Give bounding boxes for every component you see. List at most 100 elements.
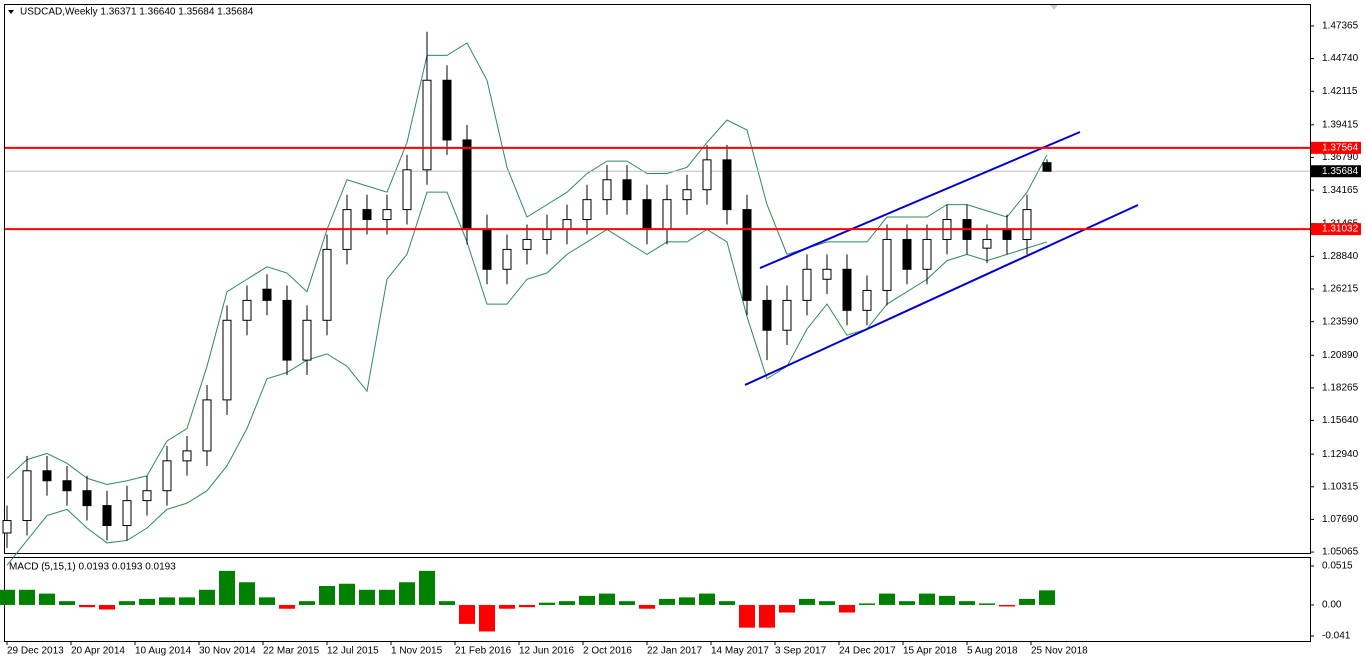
macd-bar	[39, 593, 55, 605]
candle-body	[322, 248, 332, 321]
macd-bar	[279, 604, 295, 609]
candle-body	[1042, 162, 1052, 172]
candle-body	[602, 179, 612, 201]
level-label: 1.37564	[1322, 142, 1359, 153]
candle-body	[302, 319, 312, 361]
level-label-box	[1311, 223, 1361, 236]
candle-body	[442, 79, 452, 141]
price-panel	[4, 4, 1311, 554]
candle-body	[562, 219, 572, 230]
candle-body	[482, 228, 492, 270]
candle-body	[762, 299, 772, 331]
macd-bar	[839, 604, 855, 613]
x-tick-label: 5 Aug 2018	[967, 646, 1018, 657]
candle-body	[662, 199, 672, 230]
candle-body	[182, 450, 192, 462]
candle-body	[402, 169, 412, 211]
level-label-box	[1311, 141, 1361, 154]
macd-bar	[239, 582, 255, 605]
macd-bar	[819, 601, 835, 605]
candle-body	[782, 299, 792, 331]
macd-bar	[1019, 598, 1035, 605]
candle-body	[702, 159, 712, 191]
menu-arrow[interactable]	[8, 10, 14, 14]
macd-bar	[759, 604, 775, 628]
x-tick-label: 14 May 2017	[711, 646, 769, 657]
candle-body	[682, 189, 692, 201]
candle-body	[502, 248, 512, 270]
macd-bar	[139, 598, 155, 605]
candle-body	[982, 238, 992, 249]
candle-body	[522, 238, 532, 250]
y-tick-label: 1.18265	[1322, 383, 1359, 394]
macd-bar	[539, 602, 555, 605]
candle-body	[242, 299, 252, 321]
y-tick-label: 1.15640	[1322, 415, 1359, 426]
x-tick-label: 3 Sep 2017	[775, 646, 827, 657]
chart-title: USDCAD,Weekly 1.36371 1.36640 1.35684 1.…	[20, 7, 254, 18]
price-label-box	[1311, 165, 1361, 178]
band-upper	[6, 42, 1048, 485]
candle-body	[22, 470, 32, 522]
candle-body	[922, 238, 932, 270]
candle-body	[862, 289, 872, 311]
candle-body	[882, 238, 892, 291]
macd-bar	[679, 597, 695, 605]
y-tick-label: 1.10315	[1322, 481, 1359, 492]
macd-bar	[939, 595, 955, 605]
candle-body	[822, 268, 832, 280]
macd-bar	[299, 601, 315, 605]
macd-bar	[899, 601, 915, 605]
candle-body	[142, 490, 152, 502]
macd-bar	[399, 582, 415, 605]
y-tick-label: 1.05065	[1322, 547, 1359, 558]
x-tick-label: 30 Nov 2014	[199, 646, 256, 657]
candle-body	[82, 490, 92, 507]
candle-body	[462, 139, 472, 230]
y-tick-label: 1.36790	[1322, 152, 1359, 163]
candle-body	[382, 209, 392, 221]
candle-body	[162, 460, 172, 492]
x-tick-label: 24 Dec 2017	[839, 646, 896, 657]
macd-bar	[959, 601, 975, 605]
price-label: 1.35684	[1322, 166, 1359, 177]
x-tick-label: 10 Aug 2014	[135, 646, 192, 657]
macd-bar	[319, 586, 335, 605]
x-tick-label: 29 Dec 2013	[7, 646, 64, 657]
macd-bar	[219, 570, 235, 605]
x-tick-label: 22 Jan 2017	[647, 646, 702, 657]
channel-line	[759, 131, 1081, 269]
y-tick-label: 1.47365	[1322, 21, 1359, 32]
x-tick-label: 25 Nov 2018	[1031, 646, 1088, 657]
x-tick-label: 20 Apr 2014	[71, 646, 125, 657]
candle-body	[102, 505, 112, 527]
y-tick-label: 1.26215	[1322, 284, 1359, 295]
y-tick-label: 1.44740	[1322, 53, 1359, 64]
candle-body	[542, 228, 552, 240]
scroll-marker	[1050, 5, 1058, 10]
candle-body	[282, 299, 292, 361]
candle-body	[622, 179, 632, 201]
macd-bar	[699, 593, 715, 605]
candle-body	[842, 268, 852, 311]
macd-bar	[59, 601, 75, 605]
candle-body	[42, 470, 52, 482]
level-label: 1.31032	[1322, 224, 1359, 235]
indicator-tick-label: -0.041	[1322, 631, 1351, 642]
channel-line	[744, 204, 1139, 386]
candle-body	[262, 288, 272, 301]
macd-bar	[999, 604, 1015, 607]
macd-bar	[339, 583, 355, 605]
indicator-tick-label: 0.0515	[1322, 561, 1353, 572]
y-tick-label: 1.34165	[1322, 185, 1359, 196]
candle-body	[742, 209, 752, 301]
candle-body	[62, 480, 72, 492]
y-tick-label: 1.39415	[1322, 119, 1359, 130]
macd-bar	[259, 597, 275, 605]
macd-bar	[519, 604, 535, 608]
macd-bar	[379, 589, 395, 605]
macd-bar	[719, 601, 735, 605]
candle-body	[202, 399, 212, 452]
candle-body	[582, 199, 592, 221]
